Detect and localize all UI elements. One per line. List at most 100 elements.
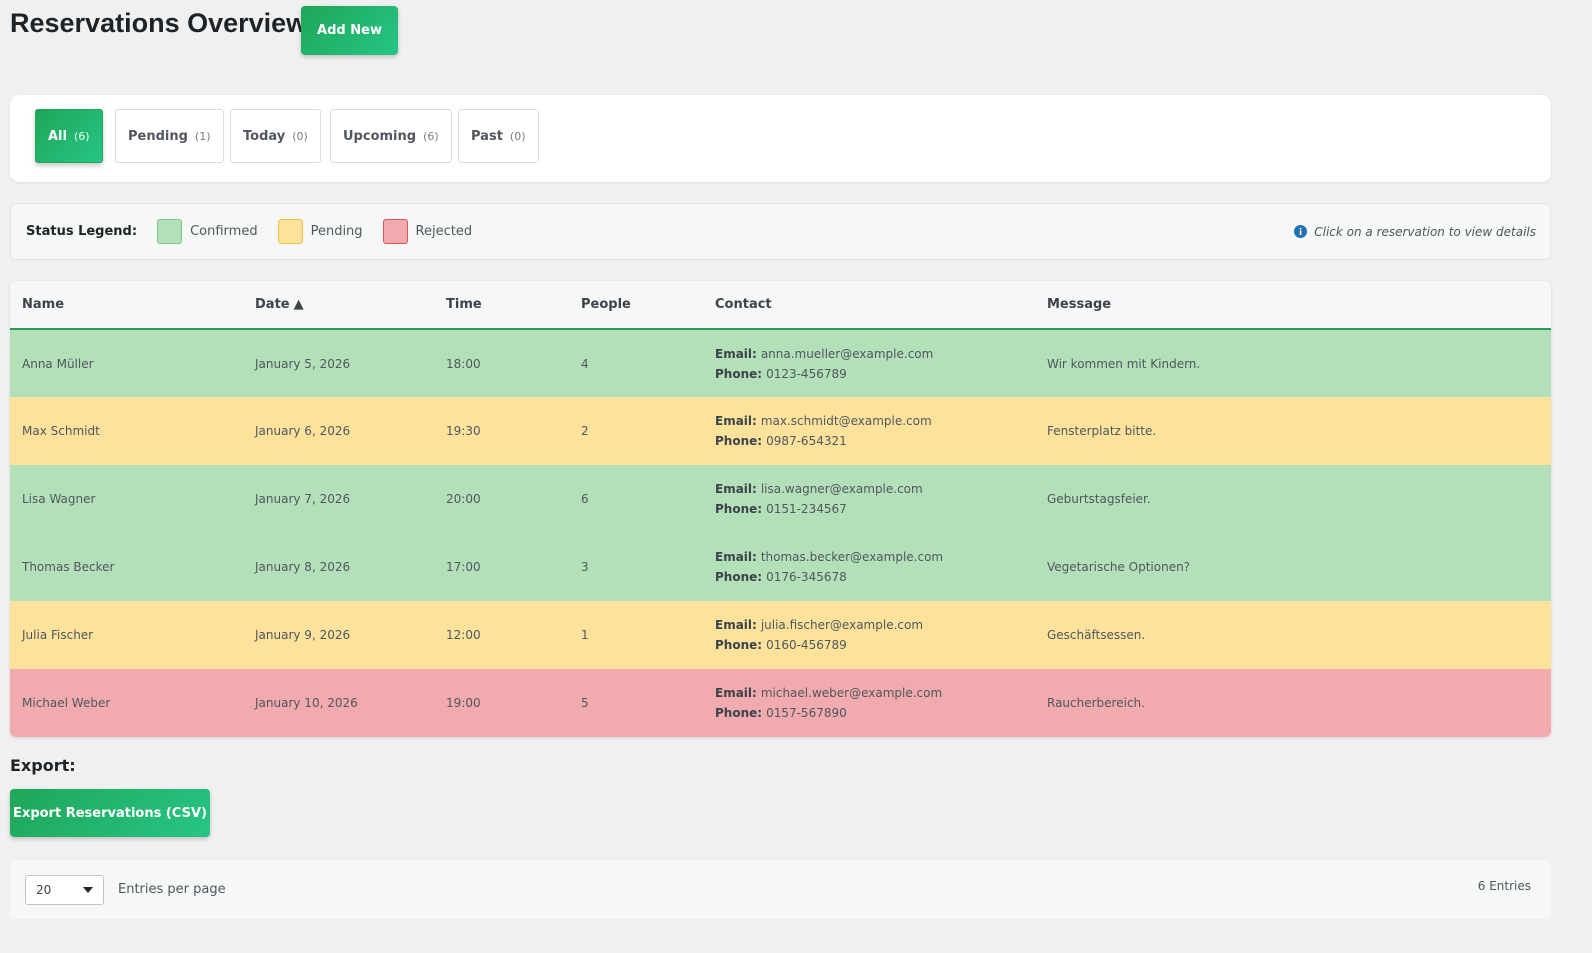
cell-message: Geschäftsessen. xyxy=(1047,628,1146,642)
legend-label: Confirmed xyxy=(190,224,258,239)
header-label: Contact xyxy=(715,297,772,312)
column-header: Date ▲ xyxy=(243,281,434,330)
cell-name: Michael Weber xyxy=(22,696,111,710)
cell-people: 2 xyxy=(581,424,589,438)
contact-phone: Phone: 0160-456789 xyxy=(715,635,1023,655)
cell-name: Lisa Wagner xyxy=(22,492,96,506)
tab-label: All xyxy=(48,128,67,144)
legend-item: Rejected xyxy=(382,219,473,244)
reservation-row[interactable]: Michael Weber January 10, 2026 19:00 5 Email… xyxy=(10,669,1551,737)
contact-value: 0160-456789 xyxy=(766,638,847,652)
per-page-select[interactable]: 20 xyxy=(25,875,104,905)
cell-date: January 5, 2026 xyxy=(255,356,351,371)
cell-time: 19:30 xyxy=(446,424,481,438)
filter-tab[interactable]: Past (0) xyxy=(458,109,539,163)
cell-name: Max Schmidt xyxy=(22,424,100,438)
legend-item: Pending xyxy=(277,219,363,244)
legend-swatch xyxy=(382,219,408,244)
filter-tabs: All (6) Pending (1) Today (0) Upcoming (6) Past (… xyxy=(10,95,1551,182)
dropdown-arrow xyxy=(83,887,93,893)
per-page-value: 20 xyxy=(36,883,52,897)
cell-name: Thomas Becker xyxy=(22,560,115,574)
page-title: Reservations Overview xyxy=(10,8,308,38)
reservation-row[interactable]: Anna Müller January 5, 2026 18:00 4 Email: an… xyxy=(10,329,1551,397)
tab-count: (1) xyxy=(194,129,211,143)
header-label: Time xyxy=(446,297,482,312)
contact-phone: Phone: 0151-234567 xyxy=(715,499,1023,519)
cell-name: Anna Müller xyxy=(22,356,94,371)
reservation-row[interactable]: Julia Fischer January 9, 2026 12:00 1 Email:… xyxy=(10,601,1551,669)
header-label: Message xyxy=(1047,297,1112,312)
tab-count: (6) xyxy=(73,129,90,143)
filter-tab[interactable]: All (6) xyxy=(35,109,103,163)
cell-contact: Email: anna.mueller@example.com Phone: 0123… xyxy=(703,329,1035,397)
contact-value: 0157-567890 xyxy=(766,706,847,720)
contact-phone: Phone: 0987-654321 xyxy=(715,431,1023,451)
cell-message: Wir kommen mit Kindern. xyxy=(1047,356,1201,371)
contact-value: max.schmidt@example.com xyxy=(760,414,932,428)
filter-tab[interactable]: Upcoming (6) xyxy=(330,109,452,163)
contact-label: Phone: xyxy=(715,434,763,448)
cell-date: January 8, 2026 xyxy=(255,560,351,574)
contact-phone: Phone: 0123-456789 xyxy=(715,364,1023,384)
cell-people: 3 xyxy=(581,560,589,574)
contact-label: Email: xyxy=(715,414,757,428)
tab-label: Upcoming xyxy=(343,128,417,144)
contact-label: Email: xyxy=(715,482,757,496)
reservation-row[interactable]: Max Schmidt January 6, 2026 19:30 2 Email: ma… xyxy=(10,397,1551,465)
cell-people: 4 xyxy=(581,356,589,371)
cell-date: January 10, 2026 xyxy=(255,696,358,710)
contact-label: Phone: xyxy=(715,706,763,720)
column-header: Time xyxy=(434,281,569,330)
add-new-button[interactable]: Add New xyxy=(301,6,398,55)
cell-contact: Email: julia.fischer@example.com Phone: 016… xyxy=(703,601,1035,669)
cell-time: 12:00 xyxy=(446,628,481,642)
contact-label: Phone: xyxy=(715,502,763,516)
tab-label: Pending xyxy=(128,128,188,144)
cell-message: Vegetarische Optionen? xyxy=(1047,560,1191,574)
contact-value: anna.mueller@example.com xyxy=(760,346,934,361)
tab-label: Past xyxy=(471,128,503,144)
contact-email: Email: lisa.wagner@example.com xyxy=(715,479,1023,499)
filter-tab[interactable]: Today (0) xyxy=(230,109,321,163)
cell-contact: Email: max.schmidt@example.com Phone: 0987-… xyxy=(703,397,1035,465)
cell-date: January 7, 2026 xyxy=(255,492,351,506)
table-body: Anna Müller January 5, 2026 18:00 4 Email: an… xyxy=(10,329,1551,737)
per-page-label: Entries per page xyxy=(118,882,226,897)
total-entries: 6 Entries xyxy=(1477,879,1531,893)
pagination-footer: 20 Entries per page 6 Entries xyxy=(10,860,1551,919)
tab-count: (0) xyxy=(509,129,526,143)
legend-swatch xyxy=(277,219,303,244)
legend-item: Confirmed xyxy=(157,219,258,244)
contact-email: Email: julia.fischer@example.com xyxy=(715,615,1023,635)
tab-count: (0) xyxy=(292,129,308,143)
legend-label: Pending xyxy=(310,224,363,239)
tab-count: (6) xyxy=(423,129,439,143)
contact-label: Email: xyxy=(715,686,757,700)
contact-label: Phone: xyxy=(715,366,763,381)
cell-people: 1 xyxy=(581,628,589,642)
cell-date: January 9, 2026 xyxy=(255,628,351,642)
table: Name Date ▲ Time People Contact Message Anna M… xyxy=(10,281,1551,737)
column-header: Name xyxy=(10,281,243,330)
contact-email: Email: anna.mueller@example.com xyxy=(715,344,1023,364)
contact-value: lisa.wagner@example.com xyxy=(760,482,923,496)
cell-contact: Email: thomas.becker@example.com Phone: 017… xyxy=(703,533,1035,601)
header-label: Date xyxy=(255,297,290,312)
reservation-row[interactable]: Thomas Becker January 8, 2026 17:00 3 Email:… xyxy=(10,533,1551,601)
legend-row: Status Legend: Confirmed Pending Rejected xyxy=(26,204,492,259)
header-row: Name Date ▲ Time People Contact Message xyxy=(10,281,1551,330)
cell-message: Geburtstagsfeier. xyxy=(1047,492,1151,506)
export-button[interactable]: Export Reservations (CSV) xyxy=(10,789,210,837)
export-title: Export: xyxy=(10,756,76,775)
contact-value: thomas.becker@example.com xyxy=(760,550,944,564)
legend-label: Rejected xyxy=(415,224,473,239)
contact-value: 0151-234567 xyxy=(766,502,847,516)
contact-label: Email: xyxy=(715,346,757,361)
cell-date: January 6, 2026 xyxy=(255,424,351,438)
reservation-row[interactable]: Lisa Wagner January 7, 2026 20:00 6 Email: li… xyxy=(10,465,1551,533)
cell-name: Julia Fischer xyxy=(22,628,94,642)
contact-phone: Phone: 0176-345678 xyxy=(715,567,1023,587)
filter-tab[interactable]: Pending (1) xyxy=(115,109,224,163)
